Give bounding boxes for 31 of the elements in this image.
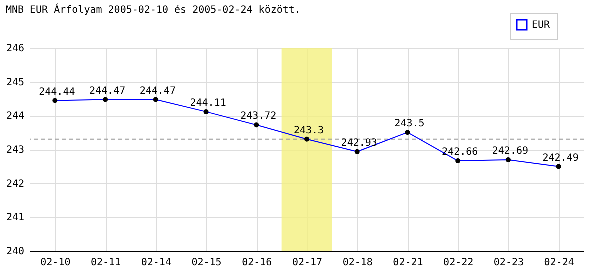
x-tick-label: 02-10 [40, 258, 71, 268]
x-tick-label: 02-16 [242, 258, 272, 268]
x-tick-label: 02-17 [292, 258, 323, 268]
y-tick-label: 245 [6, 77, 24, 88]
x-tick-label: 02-14 [141, 258, 172, 268]
x-tick-label: 02-22 [444, 258, 474, 268]
x-tick-label: 02-23 [494, 258, 524, 268]
data-label: 242.49 [542, 152, 579, 164]
data-label: 243.72 [240, 111, 277, 122]
x-tick-label: 02-24 [544, 258, 574, 268]
data-label: 243.5 [394, 118, 425, 130]
x-tick-label: 02-21 [393, 258, 424, 268]
y-tick-label: 243 [6, 145, 24, 156]
y-tick-label: 242 [6, 178, 24, 190]
y-tick-label: 240 [6, 246, 24, 258]
data-label: 243.3 [294, 125, 324, 136]
data-label: 244.47 [140, 86, 176, 97]
data-label: 244.11 [190, 98, 226, 109]
y-tick-label: 244 [6, 111, 24, 122]
data-label: 244.47 [89, 86, 126, 97]
y-tick-label: 241 [6, 212, 24, 224]
y-tick-label: 246 [6, 44, 24, 54]
legend-label: EUR [532, 20, 552, 31]
data-label: 242.69 [492, 146, 529, 157]
chart-title: MNB EUR Árfolyam 2005-02-10 és 2005-02-24 között. [6, 3, 301, 16]
x-tick-label: 02-11 [90, 258, 122, 268]
x-tick-label: 02-18 [342, 258, 373, 268]
data-label: 242.66 [442, 147, 478, 158]
data-label: 242.93 [341, 138, 378, 149]
data-label: 244.44 [39, 86, 76, 98]
x-tick-label: 02-15 [192, 258, 222, 268]
